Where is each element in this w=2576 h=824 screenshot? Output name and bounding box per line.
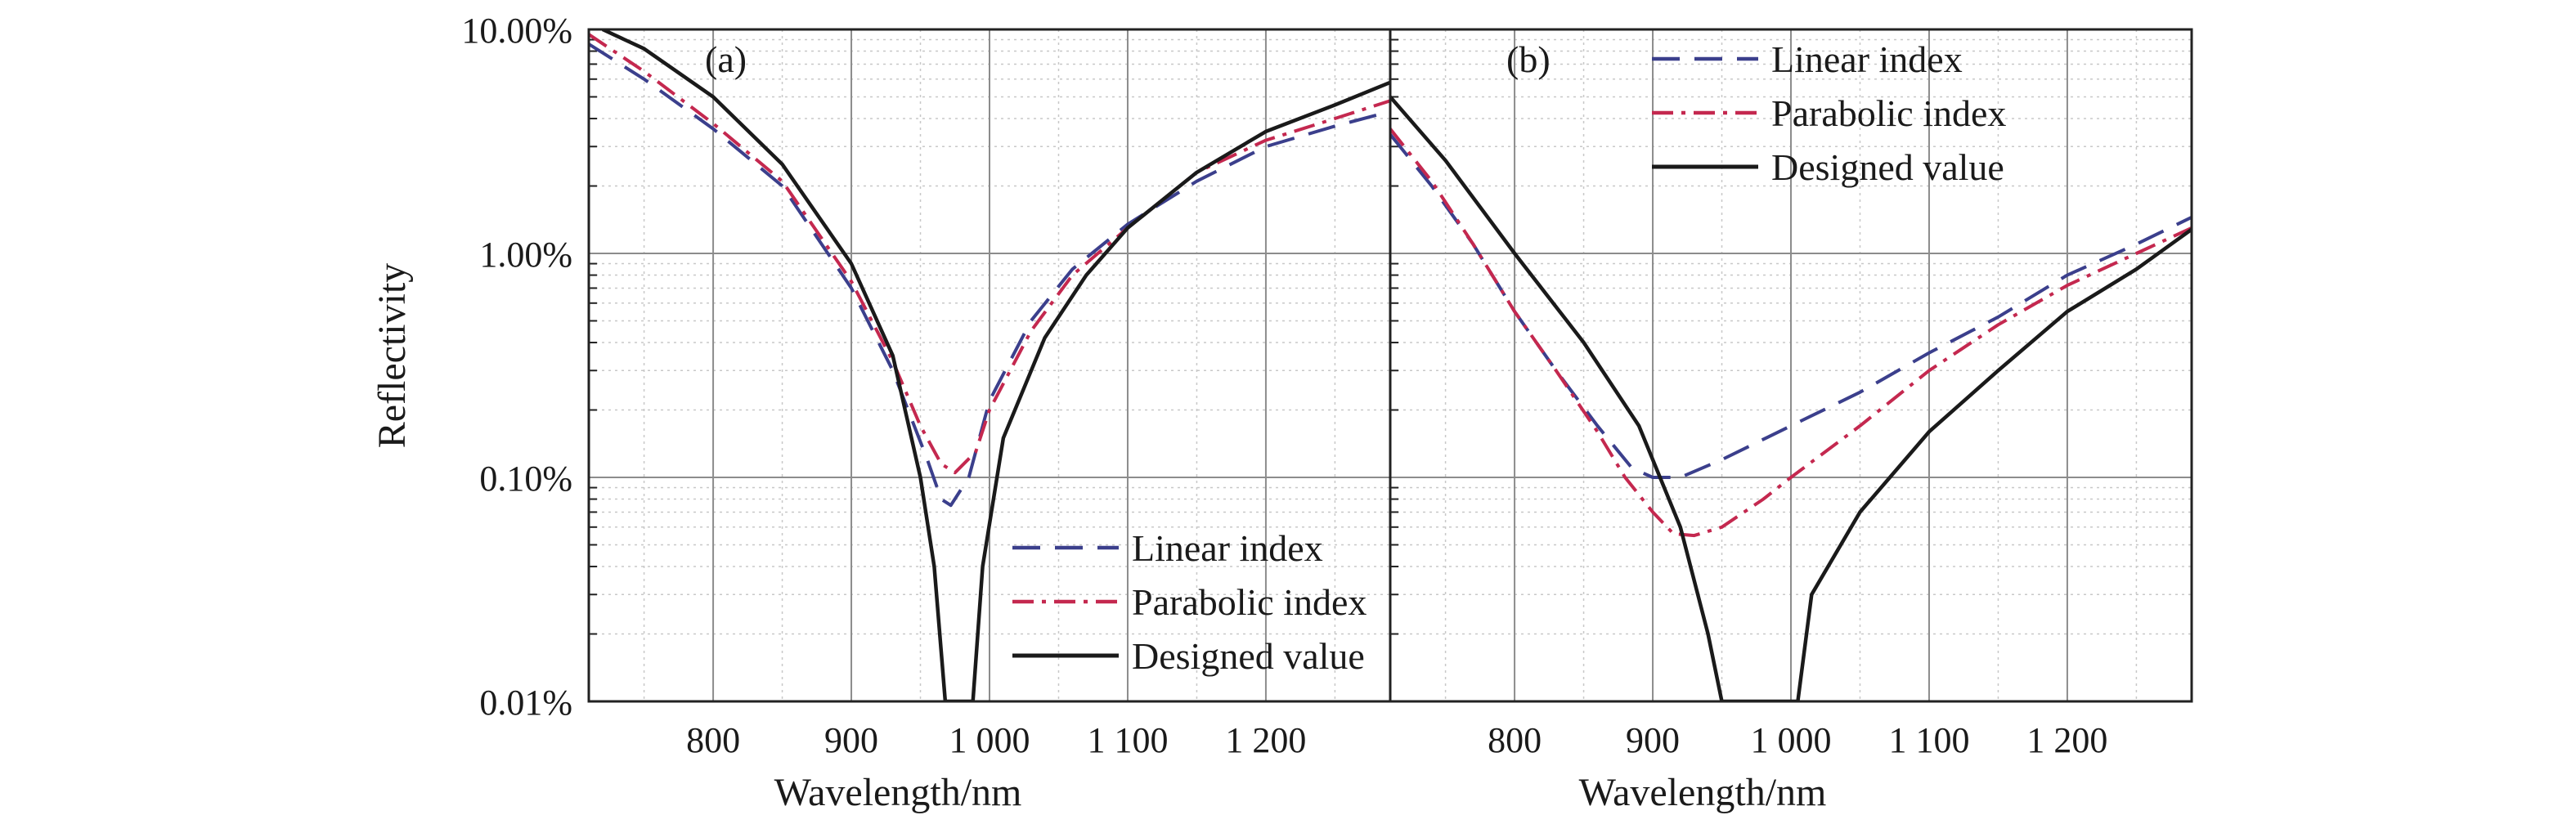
legend-label: Linear index [1132, 527, 1323, 569]
x-tick-label: 800 [1488, 720, 1542, 760]
series-designed-value [601, 29, 1390, 701]
y-tick-label: 1.00% [479, 235, 572, 275]
plot-layer [587, 28, 2193, 703]
series-linear-index [1390, 133, 2192, 479]
series-designed-value [1390, 96, 2192, 701]
legend-label: Designed value [1771, 146, 2004, 188]
y-tick-label: 0.01% [479, 683, 572, 723]
x-axis-title-b: Wavelength/nm [1579, 771, 1827, 814]
x-tick-label: 900 [1626, 720, 1680, 760]
x-tick-label: 800 [686, 720, 740, 760]
panel-b [1389, 28, 2193, 703]
x-tick-label: 1 100 [1087, 720, 1168, 760]
legend-label: Parabolic index [1771, 92, 2006, 134]
legend-label: Linear index [1771, 38, 1963, 80]
legend-label: Parabolic index [1132, 581, 1367, 623]
legend-label: Designed value [1132, 635, 1365, 677]
x-axis-title-a: Wavelength/nm [774, 771, 1022, 814]
panel-label: (a) [705, 38, 747, 80]
panel-a [587, 28, 1392, 703]
x-tick-label: 1 200 [2026, 720, 2107, 760]
panel-frame [1389, 28, 2193, 703]
x-tick-label: 1 200 [1225, 720, 1306, 760]
legend [1652, 56, 1758, 169]
text-layer: Reflectivity Wavelength/nm Wavelength/nm… [370, 11, 2107, 814]
legend [1012, 545, 1119, 658]
x-tick-label: 900 [824, 720, 878, 760]
y-axis-title: Reflectivity [370, 263, 414, 449]
panel-label: (b) [1506, 38, 1551, 80]
y-tick-label: 0.10% [479, 459, 572, 499]
series-parabolic-index [1390, 128, 2192, 538]
y-tick-label: 10.00% [461, 11, 572, 51]
x-tick-label: 1 000 [949, 720, 1030, 760]
series-linear-index [589, 43, 1390, 508]
x-tick-label: 1 100 [1888, 720, 1969, 760]
x-tick-label: 1 000 [1751, 720, 1832, 760]
